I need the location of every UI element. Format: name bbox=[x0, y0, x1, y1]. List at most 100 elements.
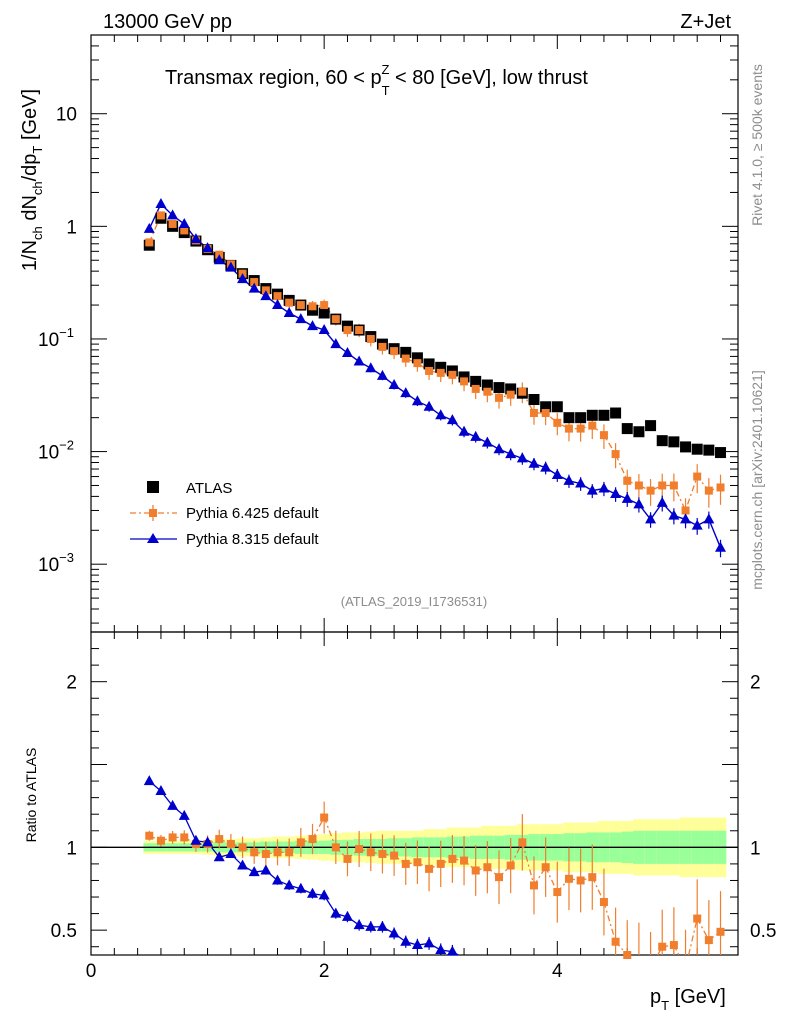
pythia8-ratio-point bbox=[225, 847, 237, 858]
atlas-point bbox=[715, 447, 727, 459]
pythia8-ratio-point bbox=[295, 882, 307, 893]
pythia6-point bbox=[716, 483, 725, 492]
pythia8-point bbox=[470, 430, 482, 441]
pythia6-ratio-point bbox=[506, 861, 515, 870]
atlas-point bbox=[458, 371, 470, 383]
ratio-tick-label-right: 2 bbox=[750, 673, 761, 694]
pythia6-point bbox=[611, 450, 620, 459]
pythia8-point bbox=[528, 457, 540, 468]
pythia6-point bbox=[285, 298, 294, 307]
pythia6-point bbox=[308, 302, 317, 311]
pythia6-ratio-point bbox=[564, 874, 573, 883]
pythia6-line bbox=[148, 214, 721, 513]
pythia8-point bbox=[540, 461, 552, 472]
pythia6-point bbox=[273, 292, 282, 301]
atlas-point bbox=[551, 401, 563, 413]
pythia6-ratio-point bbox=[436, 859, 445, 868]
pythia6-point bbox=[623, 476, 632, 485]
pythia6-ratio-point bbox=[145, 831, 154, 840]
pythia6-point bbox=[296, 301, 305, 310]
atlas-point bbox=[586, 409, 598, 421]
atlas-point bbox=[645, 420, 657, 432]
process-label: Z+Jet bbox=[680, 11, 731, 33]
atlas-point bbox=[621, 423, 633, 435]
ratio-tick-label-right: 1 bbox=[750, 838, 761, 859]
pythia6-ratio-point bbox=[576, 876, 585, 885]
pythia8-point bbox=[365, 362, 377, 373]
pythia6-ratio-point bbox=[658, 942, 667, 951]
pythia8-point bbox=[213, 254, 225, 265]
plot-title: Transmax region, 60 < pTZ < 80 [GeV], lo… bbox=[165, 62, 588, 98]
pythia8-ratio-point bbox=[143, 775, 155, 786]
ratio-tick-label-left: 0.5 bbox=[51, 921, 77, 942]
atlas-point bbox=[598, 409, 610, 421]
atlas-point bbox=[493, 382, 505, 394]
beam-label: 13000 GeV pp bbox=[103, 11, 232, 33]
pythia6-ratio-point bbox=[273, 848, 282, 857]
pythia6-ratio-point bbox=[226, 840, 235, 849]
pythia6-point bbox=[460, 377, 469, 386]
x-axis-label: pT [GeV] bbox=[650, 986, 726, 1013]
pythia6-point bbox=[413, 359, 422, 368]
y-tick-label: 10 bbox=[56, 105, 77, 126]
legend-pythia6-marker bbox=[149, 509, 157, 517]
pythia6-point bbox=[588, 421, 597, 430]
pythia6-ratio-point bbox=[238, 843, 247, 852]
atlas-point bbox=[656, 435, 668, 447]
x-tick-label: 0 bbox=[86, 961, 97, 982]
pythia8-point bbox=[715, 541, 727, 552]
pythia6-ratio-point bbox=[623, 951, 632, 959]
pythia8-ratio-point bbox=[376, 920, 388, 931]
pythia6-point bbox=[506, 390, 515, 399]
pythia8-point bbox=[190, 233, 202, 244]
pythia8-point bbox=[411, 395, 423, 406]
atlas-point bbox=[691, 443, 703, 455]
pythia8-point bbox=[388, 379, 400, 390]
pythia8-ratio-line bbox=[183, 815, 197, 841]
pythia6-point bbox=[250, 278, 259, 287]
y-tick-label: 10−1 bbox=[38, 325, 74, 351]
pythia6-ratio-point bbox=[156, 836, 165, 845]
pythia6-point bbox=[529, 409, 538, 418]
pythia6-ratio-point bbox=[296, 838, 305, 847]
pythia8-ratio-point bbox=[202, 836, 214, 847]
pythia6-point bbox=[681, 506, 690, 515]
rivet-version: Rivet 4.1.0, ≥ 500k events bbox=[749, 64, 765, 226]
ratio-y-axis-label: Ratio to ATLAS bbox=[23, 748, 39, 843]
pythia8-point bbox=[353, 355, 365, 366]
pythia8-ratio-point bbox=[237, 859, 249, 870]
pythia8-point bbox=[237, 273, 249, 284]
x-tick-label: 2 bbox=[319, 961, 330, 982]
pythia6-point bbox=[646, 486, 655, 495]
pythia8-point bbox=[458, 425, 470, 436]
pythia8-point bbox=[143, 222, 155, 233]
pythia6-ratio-line bbox=[657, 946, 663, 956]
y-axis-label: 1/Nch dNch/dpT [GeV] bbox=[19, 89, 45, 271]
pythia6-ratio-point bbox=[261, 849, 270, 858]
pythia8-point bbox=[610, 488, 622, 499]
pythia6-point bbox=[553, 418, 562, 427]
pythia8-point bbox=[330, 338, 342, 349]
pythia8-ratio-point bbox=[411, 939, 423, 950]
pythia8-ratio-point bbox=[353, 919, 365, 930]
pythia6-ratio-point bbox=[425, 864, 434, 873]
pythia6-point bbox=[576, 424, 585, 433]
pythia6-ratio-line bbox=[688, 918, 698, 956]
pythia8-ratio-point bbox=[423, 937, 435, 948]
pythia8-point bbox=[516, 452, 528, 463]
pythia8-point bbox=[167, 209, 179, 220]
atlas-point bbox=[668, 436, 680, 448]
pythia8-point bbox=[586, 484, 598, 495]
pythia8-ratio-point bbox=[190, 834, 202, 845]
pythia6-point bbox=[378, 342, 387, 351]
pythia8-point bbox=[283, 307, 295, 318]
pythia8-point bbox=[621, 492, 633, 503]
ratio-series-markers bbox=[143, 775, 725, 959]
source-reference: mcplots.cern.ch [arXiv:2401.10621] bbox=[749, 370, 765, 589]
legend-atlas-marker bbox=[147, 481, 159, 493]
pythia6-ratio-point bbox=[704, 936, 713, 945]
pythia8-point bbox=[306, 320, 318, 331]
pythia8-point bbox=[680, 513, 692, 524]
pythia6-point bbox=[343, 326, 352, 335]
